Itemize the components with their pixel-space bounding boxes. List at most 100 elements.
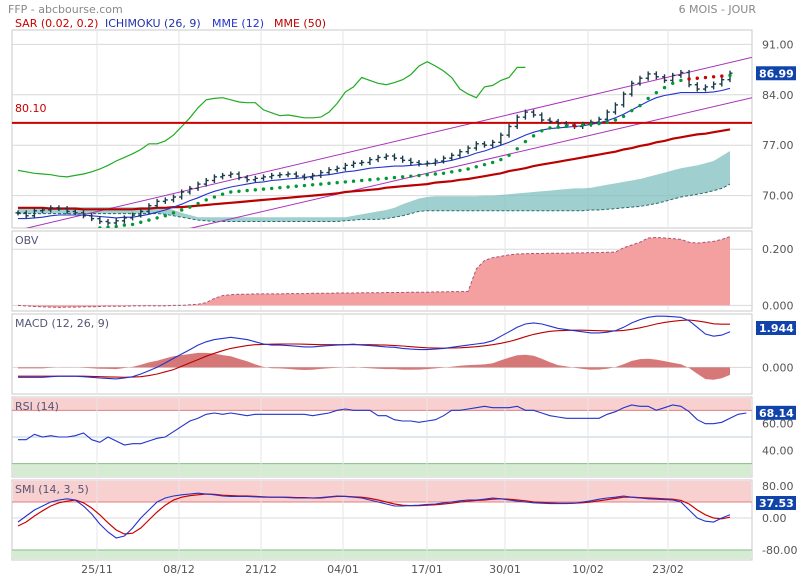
sar-dot bbox=[270, 186, 274, 191]
sar-dot bbox=[237, 189, 241, 193]
x-tick: 08/12 bbox=[163, 563, 195, 576]
obv-label: OBV bbox=[15, 234, 39, 247]
smi-line bbox=[17, 492, 731, 539]
sar-dot bbox=[319, 182, 323, 186]
smi-y-tick: 0.00 bbox=[762, 512, 787, 525]
price-y-tick: 77.00 bbox=[762, 139, 794, 152]
sar-dot bbox=[515, 147, 519, 151]
sar-dot bbox=[556, 125, 560, 129]
sar-dot bbox=[376, 177, 380, 181]
sar-dot bbox=[409, 174, 413, 178]
sar-dot bbox=[147, 218, 151, 222]
sar-dot bbox=[278, 185, 282, 190]
sar-dot bbox=[572, 124, 577, 128]
smi-label: SMI (14, 3, 5) bbox=[15, 483, 89, 496]
sar-dot bbox=[245, 188, 249, 193]
sar-dot bbox=[204, 198, 208, 202]
smi-y-tick: 80.00 bbox=[762, 480, 794, 493]
axis-ticks: 91.00 84.00 77.00 70.00 0.200 0.000 0.000 60.00… bbox=[81, 38, 797, 576]
macd-panel bbox=[11, 313, 753, 395]
sar-dot bbox=[728, 73, 732, 78]
sar-dot bbox=[286, 185, 290, 189]
sar-dot bbox=[662, 85, 667, 90]
sar-dot bbox=[310, 183, 315, 187]
sar-dot bbox=[654, 90, 659, 95]
rsi-last-badge: 68.14 bbox=[756, 405, 796, 420]
legend-ichimoku: ICHIMOKU (26, 9) bbox=[105, 17, 201, 30]
rsi-last-value: 68.14 bbox=[759, 407, 794, 420]
x-tick: 23/02 bbox=[652, 563, 684, 576]
rsi-y-tick: 60.00 bbox=[762, 418, 794, 431]
sar-dot bbox=[343, 180, 348, 184]
price-y-tick: 70.00 bbox=[762, 190, 794, 203]
obv-y-tick: 0.000 bbox=[762, 299, 794, 312]
sar-dot bbox=[630, 108, 634, 113]
sar-dot bbox=[531, 134, 536, 138]
mme12-line bbox=[18, 87, 731, 220]
sar-dot bbox=[638, 103, 642, 108]
channel-upper-line bbox=[25, 56, 752, 228]
sar-dot bbox=[621, 114, 626, 119]
x-tick: 04/01 bbox=[327, 563, 359, 576]
sar-dot bbox=[450, 170, 454, 174]
sar-dot bbox=[294, 184, 298, 188]
x-tick: 25/11 bbox=[81, 563, 113, 576]
sar-dot bbox=[114, 224, 118, 228]
rsi-y-tick: 40.00 bbox=[762, 444, 794, 457]
smi-panel-marks bbox=[17, 492, 731, 539]
sar-dot bbox=[139, 220, 143, 224]
x-tick: 10/02 bbox=[572, 563, 604, 576]
ichimoku-cloud bbox=[18, 151, 730, 222]
rsi-label: RSI (14) bbox=[15, 400, 59, 413]
sar-dot bbox=[335, 180, 339, 185]
symbol-source: FFP - abcbourse.com bbox=[8, 3, 123, 16]
sar-dot bbox=[482, 162, 487, 167]
sar-dot bbox=[433, 172, 438, 176]
sar-dot bbox=[261, 187, 266, 191]
price-y-tick: 84.00 bbox=[762, 89, 794, 102]
price-last-value: 86.99 bbox=[759, 67, 794, 80]
price-panel-marks bbox=[12, 56, 752, 228]
smi-last-badge: 37.53 bbox=[756, 495, 796, 510]
sar-dot bbox=[155, 216, 159, 220]
channel-lower-line bbox=[189, 97, 752, 228]
sar-dot bbox=[368, 178, 372, 182]
sar-dot bbox=[695, 76, 699, 80]
mme50-line bbox=[18, 128, 731, 211]
sar-dot bbox=[351, 179, 356, 183]
sar-dot bbox=[229, 190, 233, 194]
sar-dot bbox=[490, 160, 495, 165]
sar-dot bbox=[392, 175, 397, 180]
hline-label: 80.10 bbox=[15, 102, 47, 115]
rsi-line bbox=[18, 404, 747, 446]
x-tick: 17/01 bbox=[411, 563, 443, 576]
sar-dot bbox=[163, 214, 168, 218]
sar-dot bbox=[474, 165, 478, 169]
macd-line bbox=[18, 315, 731, 380]
sar-dot bbox=[425, 173, 429, 177]
sar-dot bbox=[360, 178, 364, 183]
chikou-line bbox=[17, 61, 526, 178]
sar-dot bbox=[499, 157, 503, 162]
sar-dot bbox=[720, 74, 724, 78]
sar-dot bbox=[327, 181, 331, 186]
sar-dot bbox=[589, 122, 593, 127]
sar-dot bbox=[679, 78, 683, 83]
macd-last-value: 1.944 bbox=[759, 322, 794, 335]
sar-dot bbox=[523, 139, 528, 144]
sar-dot bbox=[188, 205, 192, 209]
sar-dot bbox=[703, 75, 708, 80]
legend-mme12: MME (12) bbox=[212, 17, 264, 30]
sar-dot bbox=[548, 126, 552, 130]
sar-dot bbox=[384, 176, 388, 181]
sar-dot bbox=[220, 192, 225, 196]
x-tick: 30/01 bbox=[489, 563, 521, 576]
sar-dot bbox=[122, 223, 127, 227]
obv-area bbox=[18, 236, 730, 308]
sar-dot bbox=[179, 208, 184, 212]
smi-last-value: 37.53 bbox=[759, 497, 794, 510]
sar-dot bbox=[417, 173, 421, 178]
obv-line bbox=[17, 236, 731, 308]
rsi-overbought-zone bbox=[13, 398, 751, 411]
